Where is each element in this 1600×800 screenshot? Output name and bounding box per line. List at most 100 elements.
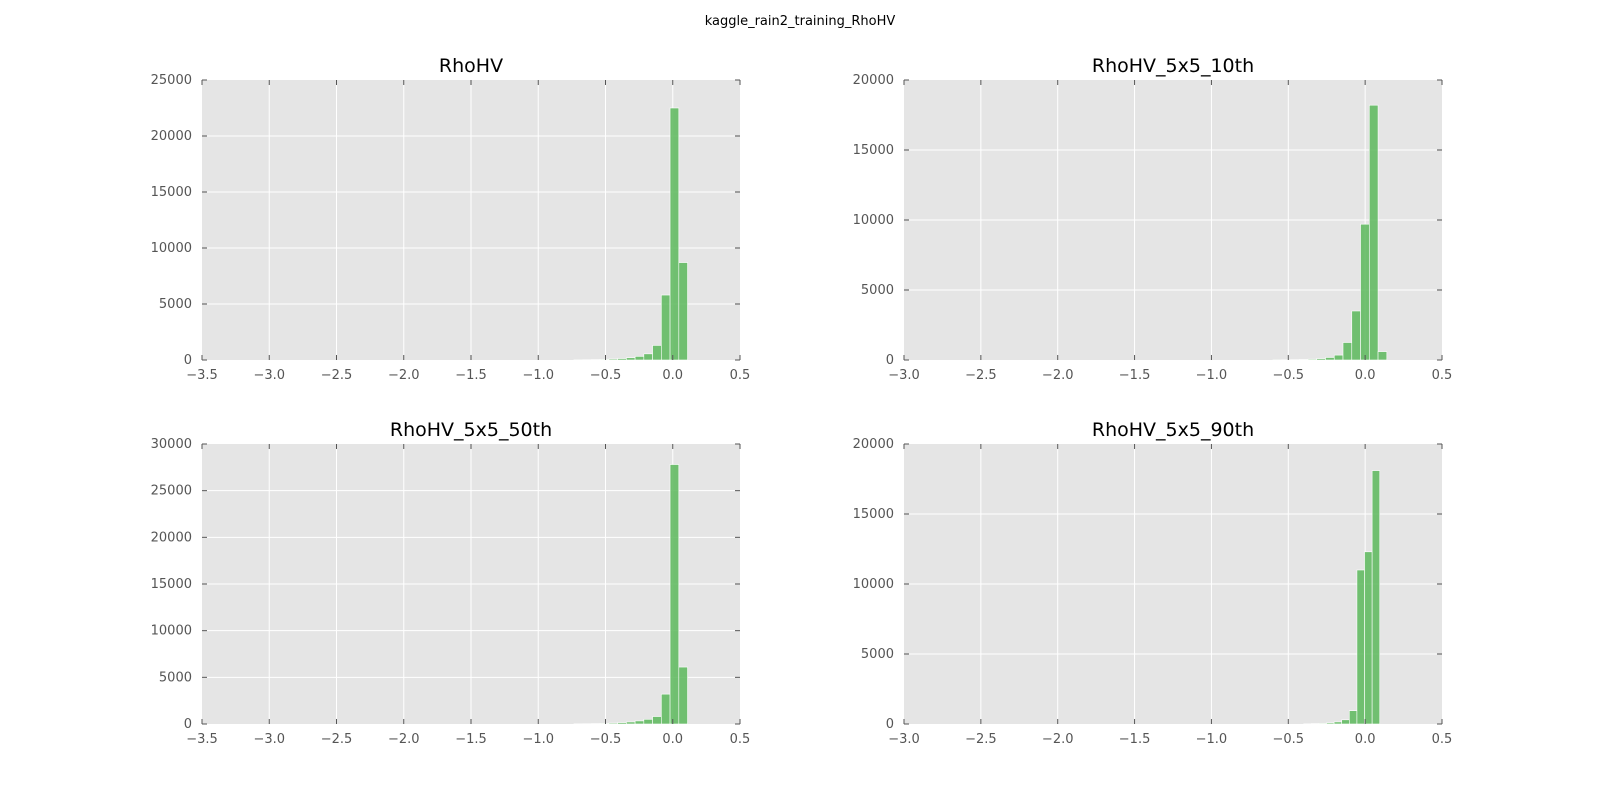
histogram-bar: [617, 722, 627, 725]
histogram-bar: [1326, 722, 1335, 725]
histogram-bar: [1341, 719, 1350, 725]
histogram-bar: [678, 262, 688, 361]
histogram-bar: [661, 693, 671, 725]
subplot-title: RhoHV_5x5_10th: [1092, 55, 1254, 77]
y-tick-label: 5000: [861, 647, 894, 662]
subplot-title: RhoHV_5x5_90th: [1092, 419, 1254, 441]
x-tick-label: 0.0: [662, 732, 683, 747]
histogram-bar: [1371, 470, 1381, 725]
x-tick-label: −1.5: [1119, 732, 1151, 747]
x-tick-label: −0.5: [590, 368, 622, 383]
histogram-bar: [608, 358, 618, 361]
histogram-bar: [1349, 710, 1358, 725]
x-tick-label: −2.0: [1042, 368, 1074, 383]
histogram-bar: [669, 464, 680, 725]
x-tick-label: −2.5: [965, 368, 997, 383]
y-tick-label: 5000: [159, 297, 192, 312]
x-tick-label: −0.5: [590, 732, 622, 747]
subplot-3: −3.5 −3.0 −2.5 −2.0 −1.5 −1.0 −0.5 0.0 0.5 0 5000 1…: [151, 419, 751, 747]
x-tick-label: −1.5: [455, 368, 487, 383]
histogram-bar: [1360, 223, 1370, 361]
x-tick-label: −0.5: [1272, 368, 1304, 383]
x-tick-label: 0.0: [1355, 368, 1376, 383]
y-tick-label: 15000: [853, 143, 894, 158]
histogram-bar: [678, 666, 688, 725]
y-tick-label: 15000: [853, 507, 894, 522]
histogram-bar: [1307, 358, 1318, 361]
y-tick-label: 20000: [853, 437, 894, 452]
y-tick-label: 25000: [151, 484, 192, 499]
y-tick-label: 10000: [853, 577, 894, 592]
histogram-bar: [1351, 310, 1361, 361]
histogram-bar: [652, 345, 662, 361]
y-tick-label: 15000: [151, 577, 192, 592]
histogram-bar: [617, 358, 627, 361]
y-tick-label: 25000: [151, 73, 192, 88]
histogram-bar: [1333, 354, 1344, 361]
x-tick-label: −2.5: [965, 732, 997, 747]
histogram-bar: [652, 716, 662, 725]
x-tick-label: −1.0: [1196, 732, 1228, 747]
y-tick-label: 15000: [151, 185, 192, 200]
histogram-bar: [599, 723, 610, 725]
subplot-4: −3.0 −2.5 −2.0 −1.5 −1.0 −0.5 0.0 0.5 0 5000 10000…: [853, 419, 1453, 747]
y-tick-label: 10000: [151, 241, 192, 256]
x-tick-label: 0.5: [1432, 368, 1453, 383]
histogram-bar: [643, 353, 653, 361]
x-tick-label: −2.5: [321, 732, 353, 747]
histogram-bar: [1364, 551, 1373, 725]
x-tick-label: −3.0: [253, 368, 285, 383]
y-tick-label: 20000: [151, 530, 192, 545]
x-tick-label: −1.0: [522, 368, 554, 383]
subplot-2: −3.0 −2.5 −2.0 −1.5 −1.0 −0.5 0.0 0.5 0 5000 10000…: [853, 55, 1453, 383]
y-tick-label: 5000: [861, 283, 894, 298]
histogram-bar: [608, 722, 618, 725]
y-tick-label: 20000: [151, 129, 192, 144]
x-tick-label: −3.0: [888, 732, 920, 747]
histogram-bar: [1325, 357, 1335, 361]
histogram-bar: [634, 356, 645, 361]
histogram-bar: [643, 719, 653, 725]
x-tick-label: −3.5: [186, 732, 218, 747]
y-tick-label: 0: [886, 353, 894, 368]
x-tick-label: −1.5: [455, 732, 487, 747]
figure-title: kaggle_rain2_training_RhoHV: [704, 14, 896, 29]
y-tick-label: 30000: [151, 437, 192, 452]
subplot-title: RhoHV_5x5_50th: [390, 419, 552, 441]
x-tick-label: −3.0: [888, 368, 920, 383]
x-tick-label: 0.5: [730, 368, 751, 383]
y-tick-label: 10000: [853, 213, 894, 228]
histogram-bar: [661, 294, 671, 361]
x-tick-label: −2.5: [321, 368, 353, 383]
histogram-bar: [1298, 359, 1309, 361]
x-tick-label: 0.0: [1355, 732, 1376, 747]
histogram-bar: [626, 357, 636, 361]
histogram-bar: [669, 107, 680, 361]
histogram-bar: [1316, 358, 1326, 361]
subplot-1: −3.5 −3.0 −2.5 −2.0 −1.5 −1.0 −0.5 0.0 0.5 0 5000 1…: [151, 55, 751, 383]
histogram-bar: [626, 721, 636, 725]
x-tick-label: −3.5: [186, 368, 218, 383]
histogram-bar: [1356, 569, 1365, 725]
histogram-bar: [634, 720, 645, 725]
x-tick-label: −1.5: [1119, 368, 1151, 383]
y-tick-label: 20000: [853, 73, 894, 88]
y-tick-label: 0: [886, 717, 894, 732]
histogram-bar: [1368, 104, 1379, 361]
x-tick-label: −0.5: [1272, 732, 1304, 747]
subplot-title: RhoHV: [439, 55, 503, 77]
y-tick-label: 0: [184, 353, 192, 368]
histogram-bar: [1333, 721, 1343, 725]
histogram-bar: [1342, 342, 1353, 361]
x-tick-label: 0.5: [1432, 732, 1453, 747]
x-tick-label: −1.0: [1196, 368, 1228, 383]
histogram-bar: [599, 359, 610, 361]
y-tick-label: 10000: [151, 624, 192, 639]
x-tick-label: −1.0: [522, 732, 554, 747]
x-tick-label: 0.0: [662, 368, 683, 383]
histogram-bar: [1318, 722, 1327, 725]
x-tick-label: −2.0: [1042, 732, 1074, 747]
histogram-bar: [1377, 351, 1388, 361]
